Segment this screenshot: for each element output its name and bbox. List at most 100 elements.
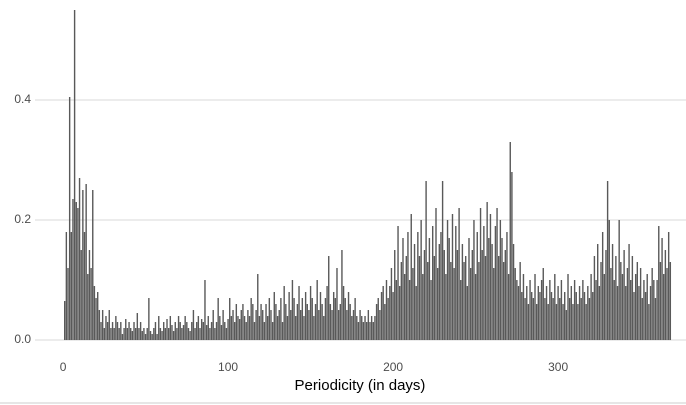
bar: [521, 292, 523, 341]
bar: [484, 256, 487, 341]
bar: [476, 232, 478, 341]
bar: [618, 220, 620, 341]
bar: [177, 316, 180, 341]
bar: [405, 256, 407, 341]
bar: [158, 316, 160, 341]
bar: [567, 274, 569, 341]
bar: [659, 262, 662, 341]
bar: [600, 262, 602, 341]
bar: [456, 250, 459, 341]
bar: [580, 298, 582, 341]
bar: [308, 310, 310, 341]
bar: [349, 304, 351, 341]
bar: [258, 316, 261, 341]
bar: [197, 316, 200, 341]
bar: [418, 256, 421, 341]
bar: [623, 250, 625, 341]
bar: [238, 319, 241, 341]
bar: [181, 328, 183, 341]
bar: [415, 286, 417, 341]
bar: [336, 268, 338, 341]
bar: [209, 328, 211, 341]
bar: [186, 322, 188, 341]
bar: [301, 298, 304, 341]
bar: [116, 322, 119, 341]
bar: [318, 310, 320, 341]
bar: [631, 256, 634, 341]
bar: [636, 262, 639, 341]
bar: [108, 310, 110, 341]
bar: [380, 292, 383, 341]
y-tick-label: 0.0: [14, 332, 31, 346]
bar: [306, 304, 308, 341]
bar: [408, 280, 411, 341]
bar: [212, 310, 214, 341]
bar: [324, 298, 327, 341]
bar: [106, 322, 109, 341]
bar: [568, 298, 571, 341]
bar: [266, 316, 269, 341]
bar: [200, 319, 203, 341]
bar: [351, 316, 353, 341]
bar: [390, 268, 393, 341]
bar: [346, 310, 348, 341]
bar: [570, 286, 573, 341]
bar: [460, 280, 462, 341]
bar: [648, 304, 650, 341]
bar: [245, 322, 247, 341]
bar: [78, 178, 81, 341]
bar: [469, 268, 472, 341]
bar: [352, 310, 355, 341]
bar: [271, 322, 274, 341]
bar: [144, 334, 147, 341]
bar: [154, 322, 157, 341]
bar: [214, 328, 216, 341]
bar: [669, 262, 672, 341]
bar: [489, 214, 492, 341]
bar: [240, 310, 242, 341]
bar: [205, 325, 208, 341]
bar: [433, 256, 436, 341]
bar: [111, 322, 114, 341]
bar: [560, 280, 563, 341]
bar: [220, 325, 223, 341]
bar: [113, 328, 115, 341]
bar: [247, 310, 249, 341]
bar: [329, 304, 332, 341]
bar: [664, 250, 667, 341]
bar: [309, 286, 312, 341]
bar: [529, 280, 531, 341]
bar: [413, 244, 416, 341]
bar: [564, 292, 566, 341]
bar: [628, 244, 630, 341]
bar: [428, 238, 431, 341]
bar: [502, 262, 505, 341]
bar: [545, 286, 548, 341]
bar: [141, 331, 143, 341]
bar: [597, 244, 599, 341]
bar: [537, 286, 540, 341]
bar: [610, 268, 612, 341]
bar: [555, 304, 558, 341]
bar: [526, 286, 528, 341]
bar: [270, 310, 272, 341]
bar: [481, 250, 483, 341]
bar: [187, 328, 190, 341]
bar: [321, 304, 323, 341]
bar: [299, 310, 302, 341]
bar: [242, 304, 244, 341]
bar: [326, 286, 328, 341]
bar: [420, 220, 422, 341]
bar: [382, 286, 384, 341]
bar: [252, 304, 254, 341]
bar: [362, 322, 365, 341]
bar: [146, 328, 148, 341]
bar: [128, 322, 130, 341]
bar: [423, 250, 426, 341]
bar: [189, 331, 191, 341]
x-tick-label: 300: [548, 360, 568, 374]
bar: [235, 304, 238, 341]
bar: [667, 232, 670, 341]
bar: [237, 316, 239, 341]
